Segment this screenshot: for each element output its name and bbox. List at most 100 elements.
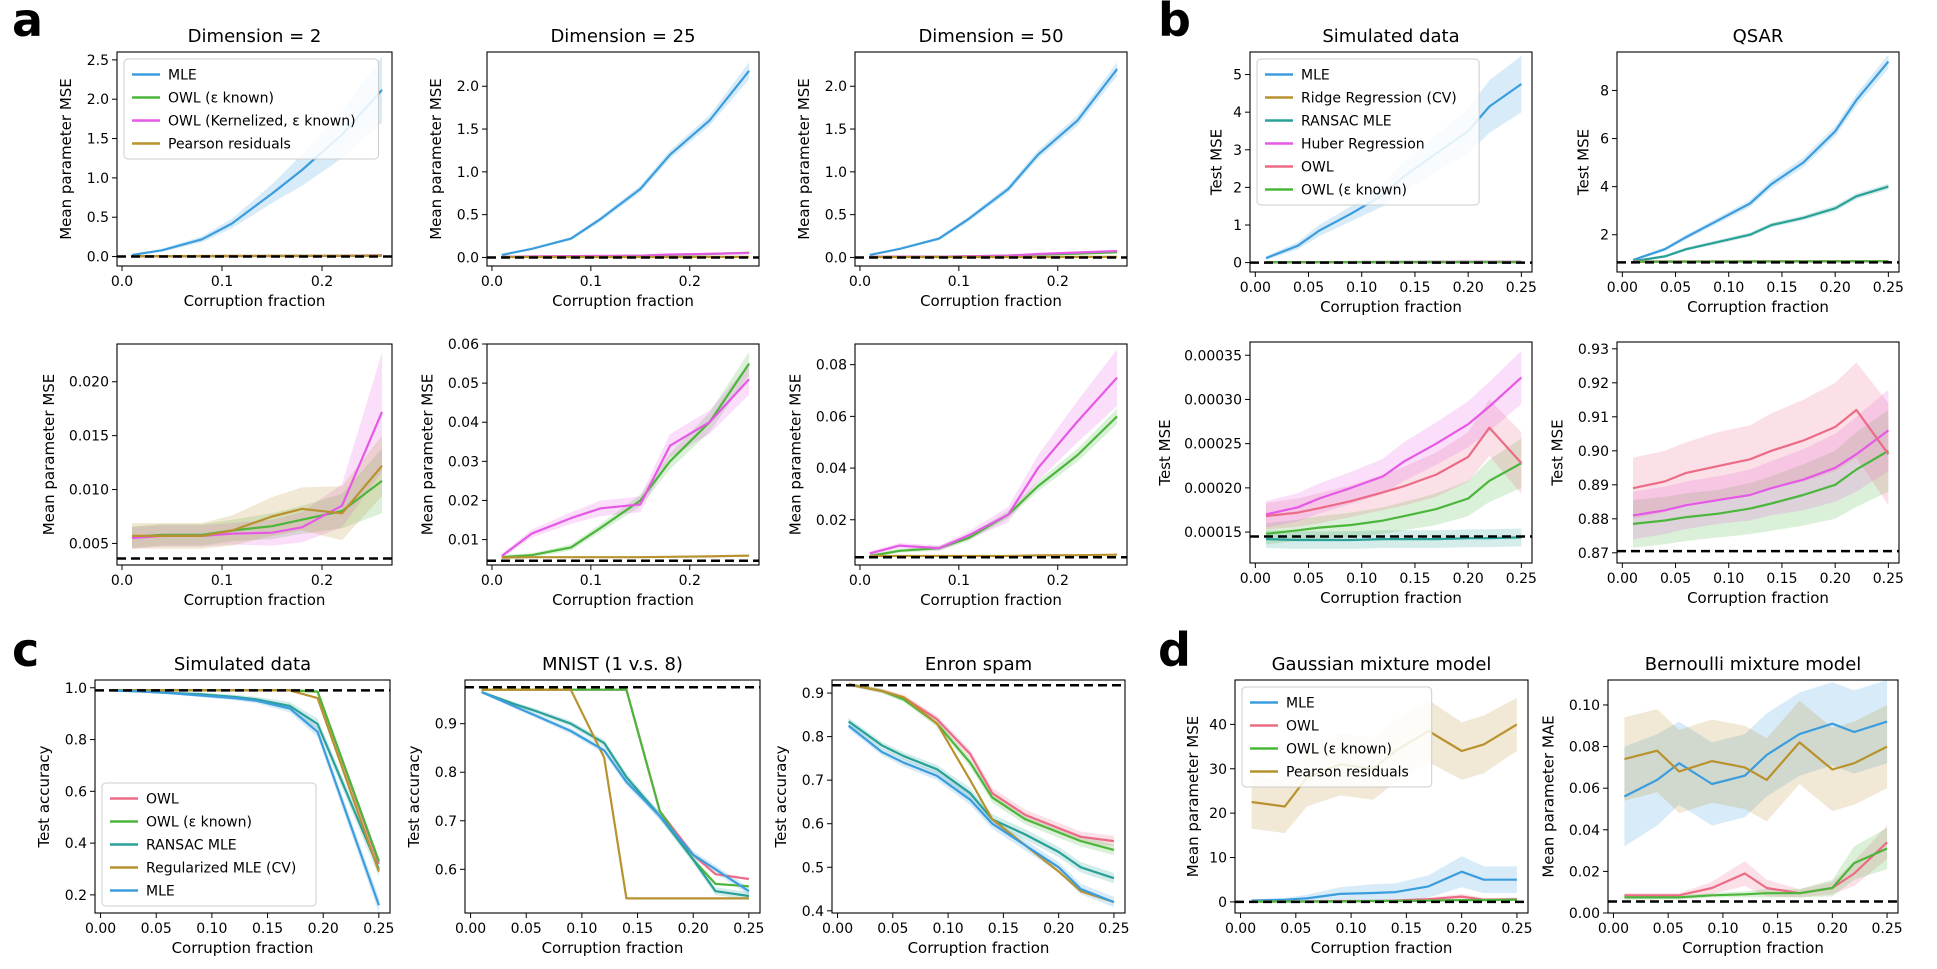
chart-c3-xtick-label: 0.10	[933, 921, 964, 937]
chart-d1-legend: MLEOWLOWL (ε known)Pearson residuals	[1242, 687, 1432, 787]
chart-a2-series-mle	[502, 71, 749, 255]
panel-label-d: d	[1158, 623, 1191, 677]
chart-d1-xtick-label: 0.10	[1336, 921, 1367, 937]
chart-c1-legend-label-owl-known: OWL (ε known)	[146, 815, 252, 831]
chart-c1-ylabel: Test accuracy	[35, 745, 53, 848]
chart-a3-frame	[855, 52, 1127, 266]
chart-c3-xlabel: Corruption fraction	[908, 939, 1050, 957]
chart-c3-xtick-label: 0.15	[988, 921, 1019, 937]
chart-c2-xtick-label: 0.05	[511, 921, 542, 937]
chart-c3-ytick-label: 0.6	[802, 817, 824, 833]
chart-b4-ytick-label: 0.89	[1578, 478, 1609, 494]
chart-c2-ytick-label: 0.8	[435, 765, 457, 781]
chart-d1-legend-label-pearson-residuals: Pearson residuals	[1286, 765, 1409, 781]
chart-d1-legend-label-owl: OWL	[1286, 719, 1319, 735]
chart-c3-lines	[849, 684, 1114, 902]
chart-a2-band-mle	[502, 62, 749, 255]
chart-b2-bands	[1633, 54, 1888, 262]
chart-a3-ytick-label: 1.0	[825, 165, 847, 181]
chart-c2-xtick-label: 0.00	[455, 921, 486, 937]
chart-c1-ytick-label: 0.2	[65, 888, 87, 904]
chart-c3-series-owl-known	[849, 684, 1114, 850]
chart-c2-series-owl-known	[482, 690, 749, 887]
chart-b1-legend-label-huber-regression: Huber Regression	[1301, 137, 1425, 153]
panel-label-c: c	[12, 623, 39, 677]
chart-a4-bands	[132, 353, 382, 549]
chart-b2-ytick-label: 2	[1600, 228, 1609, 244]
chart-d1-ylabel: Mean parameter MSE	[1184, 716, 1202, 878]
chart-b4-xtick-label: 0.15	[1766, 571, 1797, 587]
chart-b1-legend-label-mle: MLE	[1301, 68, 1330, 84]
chart-b2-ytick-label: 8	[1600, 83, 1609, 99]
chart-b4: 0.00 0.05 0.10 0.15 0.20 0.250.870.880.890.90…	[1549, 342, 1904, 607]
chart-a1-ytick-label: 2.5	[87, 53, 109, 69]
chart-b1-xtick-label: 0.05	[1293, 280, 1324, 296]
panel-label-b: b	[1158, 0, 1191, 47]
chart-d2-ytick-label: 0.10	[1569, 698, 1600, 714]
chart-a3-title: Dimension = 50	[918, 26, 1063, 47]
chart-a5-ytick-label: 0.04	[448, 415, 479, 431]
chart-a1-legend: MLEOWL (ε known)OWL (Kernelized, ε known…	[124, 59, 379, 159]
chart-b1-legend: MLERidge Regression (CV)RANSAC MLEHuber …	[1257, 59, 1479, 205]
chart-b1-ytick-label: 2	[1233, 180, 1242, 196]
chart-d1-ytick-label: 0	[1218, 895, 1227, 911]
chart-b4-ytick-label: 0.92	[1578, 376, 1609, 392]
chart-a2-ytick-label: 1.5	[457, 122, 479, 138]
chart-a2-bands	[502, 62, 749, 255]
chart-c3-band-owl	[849, 683, 1114, 847]
chart-c1-ytick-label: 0.8	[65, 733, 87, 749]
chart-a6-ytick-label: 0.04	[816, 461, 847, 477]
figure: a b c d 0.0 0.1 0.20.00.51.01.52.02.5Dimen…	[0, 0, 1937, 969]
chart-b3-ytick-label: 0.00020	[1184, 481, 1242, 497]
chart-a2-ylabel: Mean parameter MSE	[427, 78, 445, 240]
chart-a3-xtick-label: 0.2	[1047, 274, 1069, 290]
chart-c2: 0.00 0.05 0.10 0.15 0.20 0.25 0.6 0.7 0.8 0.9 MNIS…	[405, 654, 764, 957]
chart-a3: 0.0 0.1 0.20.00.51.01.52.0Dimension = 50Co…	[795, 26, 1127, 310]
chart-b1-legend-label-ransac-mle: RANSAC MLE	[1301, 114, 1392, 130]
chart-b1-legend-label-owl: OWL	[1301, 160, 1334, 176]
chart-b1-xtick-label: 0.25	[1506, 280, 1537, 296]
chart-a5-ylabel: Mean parameter MSE	[419, 374, 437, 536]
chart-a2-xtick-label: 0.0	[481, 274, 503, 290]
chart-b1: 0.00 0.05 0.10 0.15 0.20 0.25 0 1 2 3 4 5 Simulated …	[1207, 26, 1537, 316]
chart-d2-title: Bernoulli mixture model	[1645, 654, 1862, 675]
chart-d2-bands	[1624, 680, 1887, 900]
chart-b2-xlabel: Corruption fraction	[1687, 298, 1829, 316]
chart-c2-xlabel: Corruption fraction	[542, 939, 684, 957]
chart-b4-xtick-label: 0.20	[1820, 571, 1851, 587]
chart-a1: 0.0 0.1 0.20.00.51.01.52.02.5Dimension = 2…	[57, 26, 392, 310]
chart-c2-ylabel: Test accuracy	[405, 745, 423, 848]
chart-c3-ytick-label: 0.4	[802, 904, 824, 920]
chart-c1-title: Simulated data	[174, 654, 311, 675]
chart-a6-ytick-label: 0.06	[816, 409, 847, 425]
chart-a6-ytick-label: 0.02	[816, 513, 847, 529]
chart-c1-xtick-label: 0.00	[85, 921, 116, 937]
chart-a4-xtick-label: 0.0	[111, 573, 133, 589]
chart-a4-xlabel: Corruption fraction	[184, 591, 326, 609]
chart-a1-ytick-label: 2.0	[87, 92, 109, 108]
chart-a6-xlabel: Corruption fraction	[920, 591, 1062, 609]
chart-a2-xtick-label: 0.2	[679, 274, 701, 290]
chart-c2-ytick-label: 0.7	[435, 814, 457, 830]
chart-c1-xtick-label: 0.25	[363, 921, 394, 937]
chart-a2-frame	[487, 52, 759, 266]
chart-d2-xtick-label: 0.25	[1871, 921, 1902, 937]
chart-c1-xtick-label: 0.10	[196, 921, 227, 937]
chart-c1-xlabel: Corruption fraction	[172, 939, 314, 957]
chart-d1-xtick-label: 0.05	[1280, 921, 1311, 937]
chart-a5-xlabel: Corruption fraction	[552, 591, 694, 609]
chart-d2-ytick-label: 0.02	[1569, 864, 1600, 880]
chart-b3-xtick-label: 0.15	[1399, 571, 1430, 587]
chart-d2-ytick-label: 0.08	[1569, 740, 1600, 756]
chart-b3-xlabel: Corruption fraction	[1320, 589, 1462, 607]
chart-c2-xtick-label: 0.20	[678, 921, 709, 937]
chart-b2-xtick-label: 0.15	[1766, 280, 1797, 296]
chart-a5: 0.0 0.1 0.2 0.01 0.02 0.03 0.04 0.05 0.06 Corrupt…	[419, 337, 759, 609]
chart-b3-xtick-label: 0.05	[1293, 571, 1324, 587]
chart-a3-ylabel: Mean parameter MSE	[795, 78, 813, 240]
chart-c3-series-owl	[849, 684, 1114, 841]
chart-b4-xtick-label: 0.05	[1660, 571, 1691, 587]
chart-b2-ytick-label: 6	[1600, 132, 1609, 148]
chart-b4-ytick-label: 0.91	[1578, 410, 1609, 426]
chart-a5-xtick-label: 0.0	[481, 573, 503, 589]
